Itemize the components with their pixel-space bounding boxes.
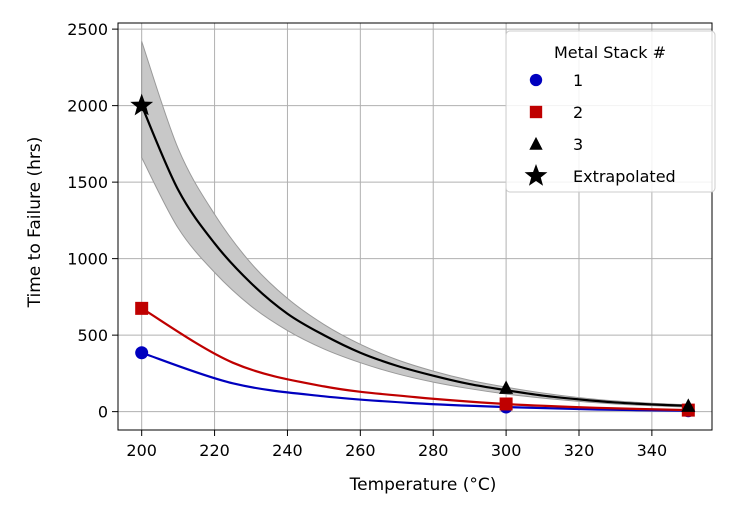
plot-frame: [117, 22, 713, 431]
legend-marker-2: [529, 105, 543, 119]
legend-marker-3: [529, 136, 543, 150]
x-tick-label: 280: [418, 441, 449, 460]
y-tick-label: 0: [98, 403, 108, 422]
y-axis-ticks: 0 500 1000 1500 2000 2500: [67, 20, 118, 422]
series-1-line: [141, 351, 689, 412]
legend-label: 3: [573, 135, 583, 154]
x-tick-label: 200: [126, 441, 157, 460]
y-axis-label: Time to Failure (hrs): [25, 137, 45, 309]
y-tick-label: 500: [77, 326, 108, 345]
y-tick-label: 1000: [67, 250, 108, 269]
legend-label: 2: [573, 103, 583, 122]
y-tick-label: 1500: [67, 173, 108, 192]
series-2-point: [135, 301, 149, 315]
legend-label: Extrapolated: [573, 167, 676, 186]
x-tick-label: 220: [199, 441, 230, 460]
legend-marker-1: [529, 73, 543, 87]
legend-title: Metal Stack #: [554, 43, 666, 62]
data-markers: [130, 93, 696, 418]
series-2-point: [499, 397, 513, 411]
x-axis-label: Temperature (°C): [349, 475, 497, 495]
x-tick-label: 300: [491, 441, 522, 460]
x-tick-label: 260: [345, 441, 376, 460]
series-2-line: [141, 307, 689, 412]
extrapolated-point: [130, 93, 154, 116]
series-3-point: [681, 398, 696, 412]
x-tick-label: 240: [272, 441, 303, 460]
legend-marker-extrapolated: [524, 164, 548, 186]
series-3-point: [499, 380, 514, 394]
fit-lines: [140, 105, 689, 412]
x-tick-label: 340: [637, 441, 668, 460]
legend: Metal Stack # 1 2 3 Extrapolated: [505, 30, 716, 193]
series-3-line: [140, 105, 689, 407]
legend-frame: [505, 30, 716, 193]
series-1-point: [135, 346, 149, 360]
legend-label: 1: [573, 71, 583, 90]
y-tick-label: 2500: [67, 20, 108, 39]
y-tick-label: 2000: [67, 97, 108, 116]
x-axis-ticks: 200 220 240 260 280 300 320 340: [126, 430, 667, 460]
x-tick-label: 320: [564, 441, 595, 460]
